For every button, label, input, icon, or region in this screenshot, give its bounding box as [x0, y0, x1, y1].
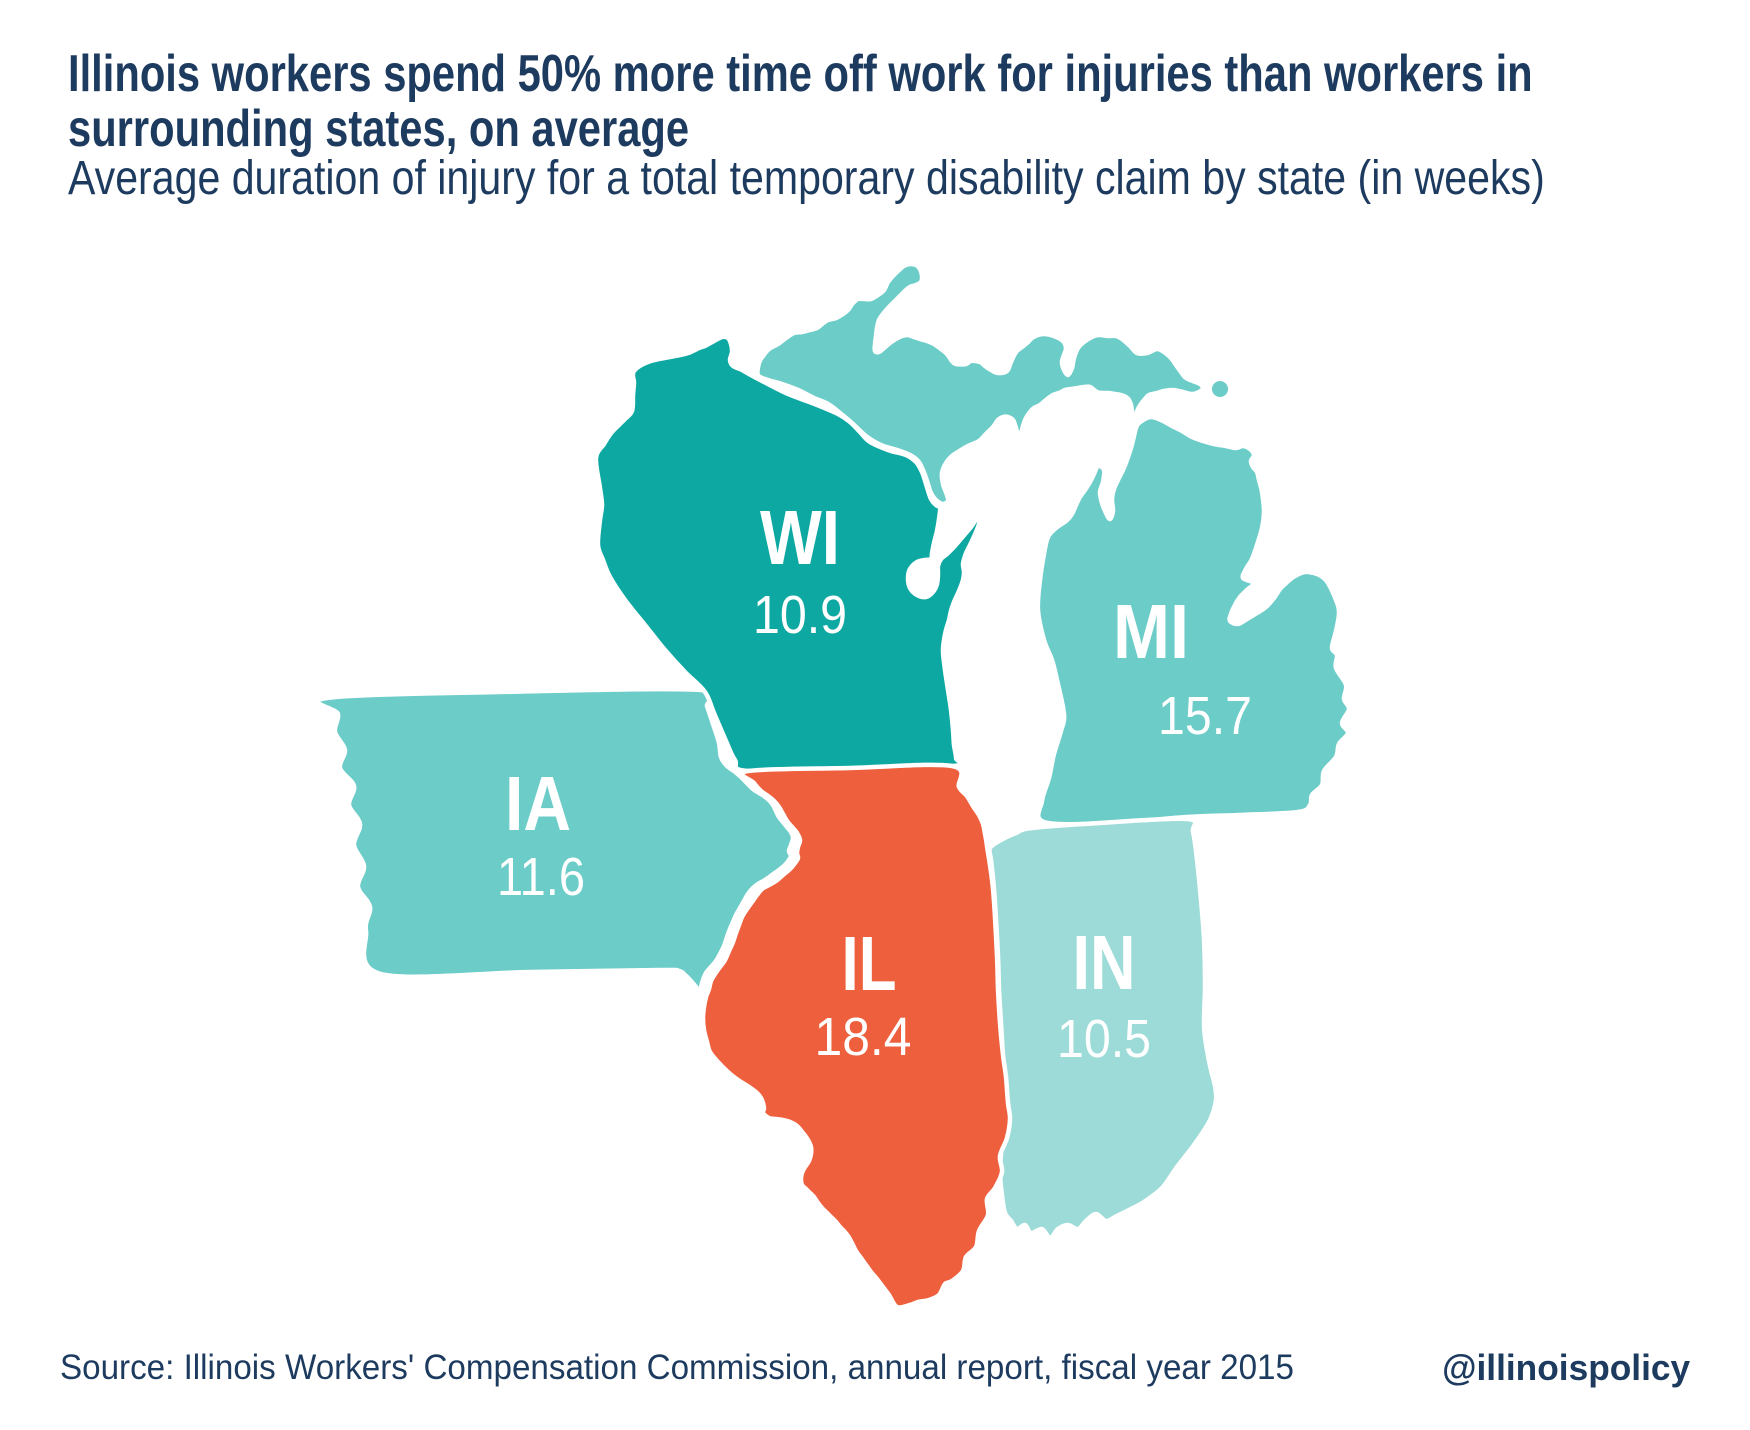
- svg-text:15.7: 15.7: [1158, 686, 1252, 746]
- svg-text:MI: MI: [1113, 589, 1189, 675]
- svg-text:10.5: 10.5: [1057, 1009, 1151, 1069]
- svg-text:18.4: 18.4: [815, 1007, 912, 1067]
- svg-text:10.9: 10.9: [753, 585, 847, 645]
- svg-text:11.6: 11.6: [497, 847, 585, 907]
- svg-text:IN: IN: [1073, 920, 1136, 1006]
- svg-text:WI: WI: [760, 495, 840, 581]
- svg-text:IA: IA: [505, 761, 571, 847]
- svg-text:IL: IL: [842, 921, 897, 1007]
